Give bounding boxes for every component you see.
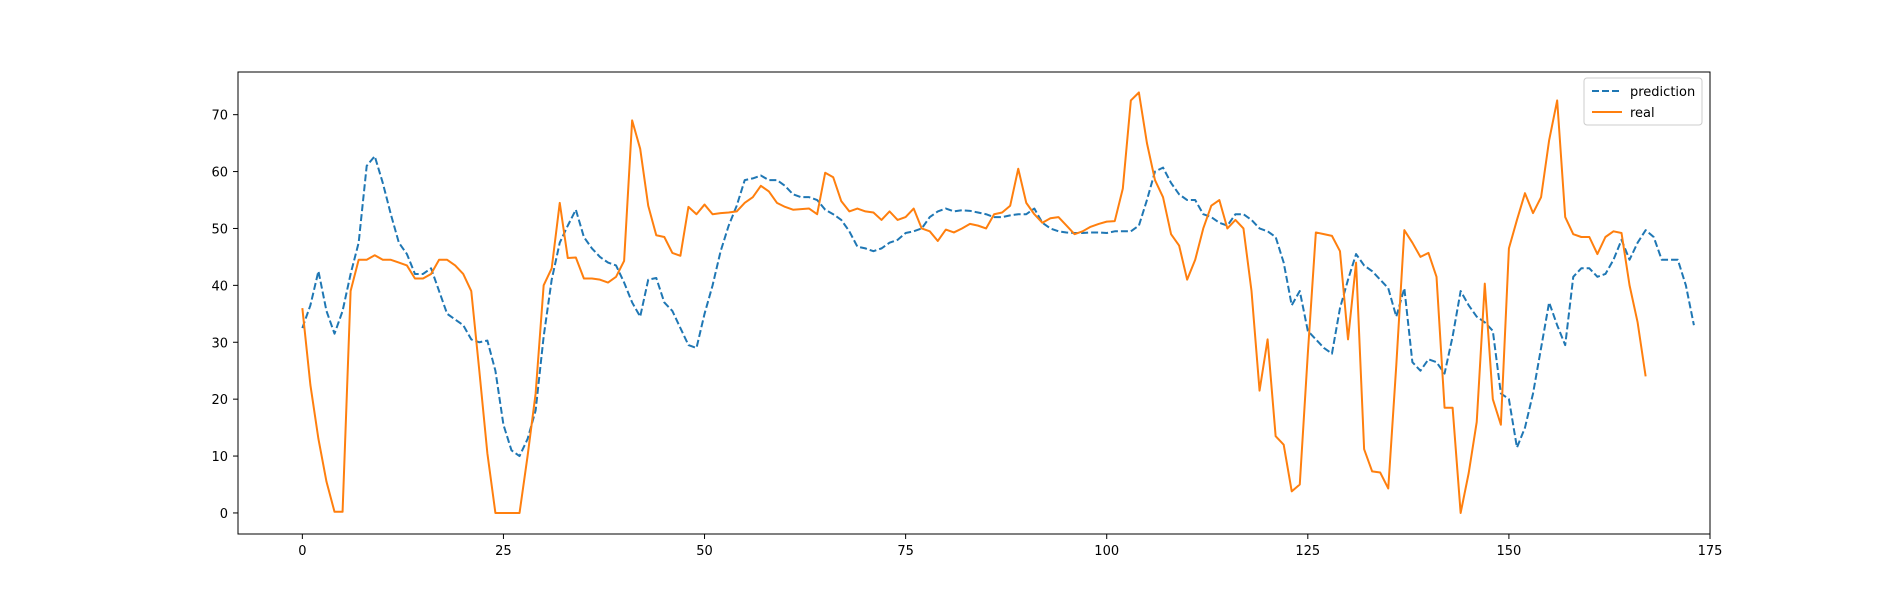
x-tick-label: 75: [897, 544, 914, 559]
legend-box: [1583, 77, 1703, 126]
y-tick-label: 0: [220, 507, 228, 522]
legend-label-real: real: [1630, 106, 1655, 121]
y-axis: 0 10 20 30 40 50 60 70: [211, 109, 238, 522]
y-tick-label: 10: [211, 450, 228, 465]
series-layer: [301, 91, 1695, 514]
legend-label-prediction: prediction: [1630, 85, 1695, 100]
x-tick-label: 125: [1295, 544, 1320, 559]
plot-frame: [237, 71, 1711, 535]
x-tick-label: 50: [696, 544, 713, 559]
y-tick-label: 30: [211, 336, 228, 351]
x-tick-label: 100: [1094, 544, 1119, 559]
legend: prediction real: [1583, 77, 1703, 126]
y-tick-label: 50: [211, 222, 228, 237]
series-line-prediction: [301, 155, 1695, 458]
x-tick-label: 0: [298, 544, 306, 559]
y-tick-label: 20: [211, 393, 228, 408]
x-tick-label: 150: [1496, 544, 1521, 559]
y-tick-label: 70: [211, 109, 228, 124]
y-tick-label: 60: [211, 166, 228, 181]
x-tick-label: 175: [1698, 544, 1723, 559]
x-axis: 0 25 50 75 100 125 150 175: [298, 534, 1722, 559]
y-tick-label: 40: [211, 279, 228, 294]
series-line-real: [301, 91, 1647, 514]
x-tick-label: 25: [495, 544, 512, 559]
